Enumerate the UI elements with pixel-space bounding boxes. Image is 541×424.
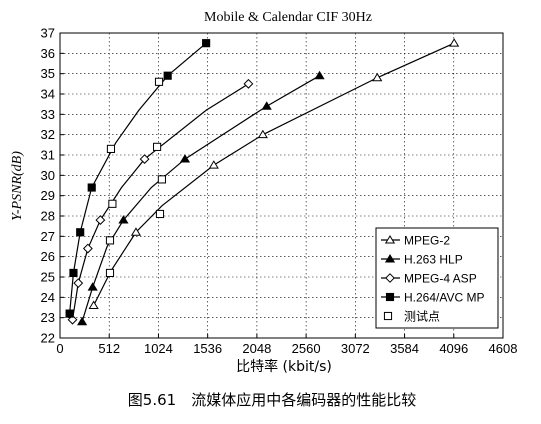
data-point-series-3 [82, 243, 93, 254]
x-axis-label: 比特率 (kbit/s) [236, 358, 332, 375]
y-tick-label: 29 [41, 188, 55, 203]
x-tick-label: 1024 [144, 341, 173, 356]
y-tick-label: 33 [41, 107, 55, 122]
data-point-series-4 [202, 39, 211, 48]
data-point-series-2 [118, 215, 129, 224]
y-tick-label: 26 [41, 249, 55, 264]
legend-label: H.263 HLP [404, 253, 463, 267]
x-tick-label: 0 [56, 341, 63, 356]
y-tick-label: 27 [41, 229, 55, 244]
legend-label: 测试点 [404, 309, 440, 324]
data-point-series-2 [179, 154, 191, 163]
legend-label: H.264/AVC MP [404, 291, 484, 305]
chart-title: Mobile & Calendar CIF 30Hz [204, 10, 372, 25]
x-tick-label: 4608 [489, 341, 518, 356]
data-point-series-3 [95, 215, 106, 225]
data-point-series-4 [163, 71, 172, 80]
data-point-series-4 [69, 268, 78, 278]
data-point-series-3 [73, 278, 84, 289]
figure-caption: 图5.61 流媒体应用中各编码器的性能比较 [128, 391, 416, 409]
series-line-1 [93, 42, 455, 306]
x-tick-label: 2048 [242, 341, 271, 356]
y-tick-label: 25 [41, 270, 55, 285]
y-tick-label: 24 [41, 290, 55, 305]
y-tick-label: 28 [41, 209, 55, 224]
x-tick-label: 3584 [390, 341, 419, 356]
y-tick-label: 37 [41, 26, 55, 41]
data-point-series-1 [208, 160, 219, 169]
x-tick-label: 2560 [292, 341, 321, 356]
test-point [153, 142, 162, 151]
data-point-series-2 [87, 282, 98, 291]
data-point-series-1 [88, 300, 99, 309]
x-tick-label: 4096 [439, 341, 468, 356]
data-point-series-1 [257, 129, 268, 139]
legend-marker [384, 235, 396, 244]
data-point-series-2 [314, 70, 325, 80]
test-point [108, 199, 117, 208]
legend-marker [385, 273, 395, 283]
test-point [155, 209, 165, 219]
plot-frame [59, 32, 504, 339]
series-line-3 [71, 83, 249, 320]
y-tick-label: 23 [41, 310, 55, 325]
x-tick-label: 512 [98, 341, 120, 356]
x-tick-label: 1536 [193, 341, 222, 356]
chart-legend: MPEG-2 H.263 HLP MPEG-4 ASP H.264/AVC MP 测试点 [375, 227, 499, 329]
y-axis-label: Y-PSNR(dB) [10, 151, 25, 221]
x-tick-label: 3072 [341, 341, 370, 356]
y-tick-label: 32 [41, 127, 55, 142]
data-point-series-1 [372, 72, 383, 82]
y-tick-label: 36 [41, 46, 55, 61]
data-point-series-1 [130, 227, 142, 236]
y-tick-label: 35 [41, 66, 55, 81]
series-line-4 [69, 42, 207, 314]
test-point [154, 77, 164, 86]
test-point [105, 268, 115, 278]
data-point-series-2 [261, 101, 272, 110]
y-tick-label: 31 [41, 148, 55, 163]
legend-label: MPEG-4 ASP [404, 272, 477, 286]
series-line-2 [81, 75, 320, 322]
data-point-series-4 [76, 228, 85, 237]
chart-axes: 0 512 1024 1536 2048 2560 3072 3584 4096 4608 22 23… [41, 26, 518, 357]
y-tick-label: 30 [41, 168, 55, 183]
test-point [105, 236, 115, 245]
test-point [157, 175, 166, 184]
data-point-series-2 [77, 316, 88, 326]
data-point-series-1 [449, 38, 460, 47]
data-point-series-3 [243, 78, 254, 89]
y-tick-label: 22 [41, 331, 55, 346]
data-point-series-4 [87, 183, 96, 192]
legend-marker [384, 254, 396, 263]
test-point [106, 144, 116, 153]
legend-marker [383, 311, 393, 321]
y-tick-label: 34 [41, 87, 55, 102]
legend-marker [385, 292, 395, 302]
legend-label: MPEG-2 [404, 234, 450, 248]
chart-series [65, 38, 460, 326]
data-point-series-3 [139, 154, 150, 164]
data-point-series-3 [67, 314, 78, 325]
data-point-series-4 [65, 309, 74, 318]
